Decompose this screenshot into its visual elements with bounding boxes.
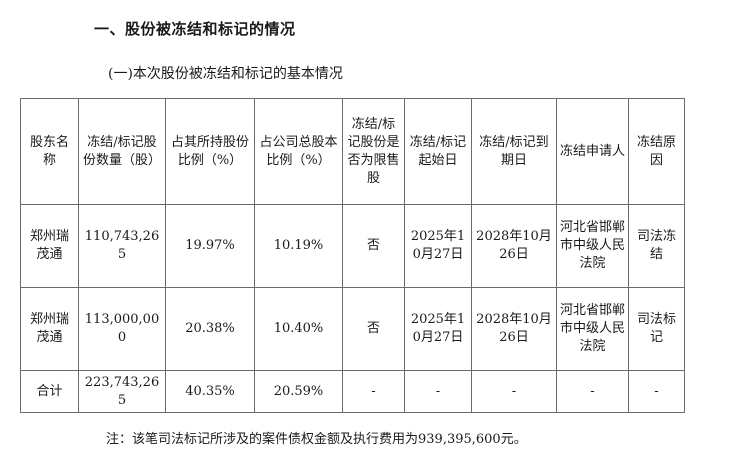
cell-pct-total: 10.19%: [254, 204, 343, 288]
total-end-date: -: [471, 370, 557, 413]
total-pct-holding: 40.35%: [165, 370, 255, 413]
subsection-title: (一)本次股份被冻结和标记的基本情况: [108, 66, 343, 82]
cell-pct-holding: 19.97%: [165, 204, 255, 288]
total-reason: -: [628, 370, 685, 413]
cell-reason: 司法冻结: [628, 204, 685, 288]
cell-restricted: 否: [342, 287, 405, 371]
table-header-row: 股东名称 冻结/标记股份数量（股） 占其所持股份比例（%） 占公司总股本比例（%…: [20, 98, 685, 205]
section-title: 一、股份被冻结和标记的情况: [94, 20, 296, 38]
cell-end-date: 2028年10月26日: [471, 204, 557, 288]
cell-applicant: 河北省邯郸市中级人民法院: [556, 287, 629, 371]
freeze-table: 股东名称 冻结/标记股份数量（股） 占其所持股份比例（%） 占公司总股本比例（%…: [20, 98, 685, 413]
header-shares: 冻结/标记股份数量（股）: [78, 98, 166, 205]
header-pct-total: 占公司总股本比例（%）: [254, 98, 343, 205]
cell-start-date: 2025年10月27日: [404, 204, 472, 288]
table-row: 郑州瑞茂通 113,000,000 20.38% 10.40% 否 2025年1…: [20, 287, 685, 371]
cell-shares: 110,743,265: [78, 204, 166, 288]
header-start-date: 冻结/标记起始日: [404, 98, 472, 205]
header-shareholder: 股东名称: [20, 98, 79, 205]
cell-reason: 司法标记: [628, 287, 685, 371]
total-shares: 223,743,265: [78, 370, 166, 413]
header-applicant: 冻结申请人: [556, 98, 629, 205]
cell-restricted: 否: [342, 204, 405, 288]
header-restricted: 冻结/标记股份是否为限售股: [342, 98, 405, 205]
cell-shareholder: 郑州瑞茂通: [20, 204, 79, 288]
table-total-row: 合计 223,743,265 40.35% 20.59% - - - - -: [20, 370, 685, 413]
cell-applicant: 河北省邯郸市中级人民法院: [556, 204, 629, 288]
footnote: 注：该笔司法标记所涉及的案件债权金额及执行费用为939,395,600元。: [106, 432, 527, 447]
cell-pct-holding: 20.38%: [165, 287, 255, 371]
total-applicant: -: [556, 370, 629, 413]
cell-start-date: 2025年10月27日: [404, 287, 472, 371]
cell-pct-total: 10.40%: [254, 287, 343, 371]
header-end-date: 冻结/标记到期日: [471, 98, 557, 205]
header-reason: 冻结原因: [628, 98, 685, 205]
table-row: 郑州瑞茂通 110,743,265 19.97% 10.19% 否 2025年1…: [20, 204, 685, 288]
total-pct-total: 20.59%: [254, 370, 343, 413]
total-start-date: -: [404, 370, 472, 413]
total-restricted: -: [342, 370, 405, 413]
cell-end-date: 2028年10月26日: [471, 287, 557, 371]
cell-shareholder: 郑州瑞茂通: [20, 287, 79, 371]
cell-shares: 113,000,000: [78, 287, 166, 371]
total-label: 合计: [20, 370, 79, 413]
header-pct-holding: 占其所持股份比例（%）: [165, 98, 255, 205]
